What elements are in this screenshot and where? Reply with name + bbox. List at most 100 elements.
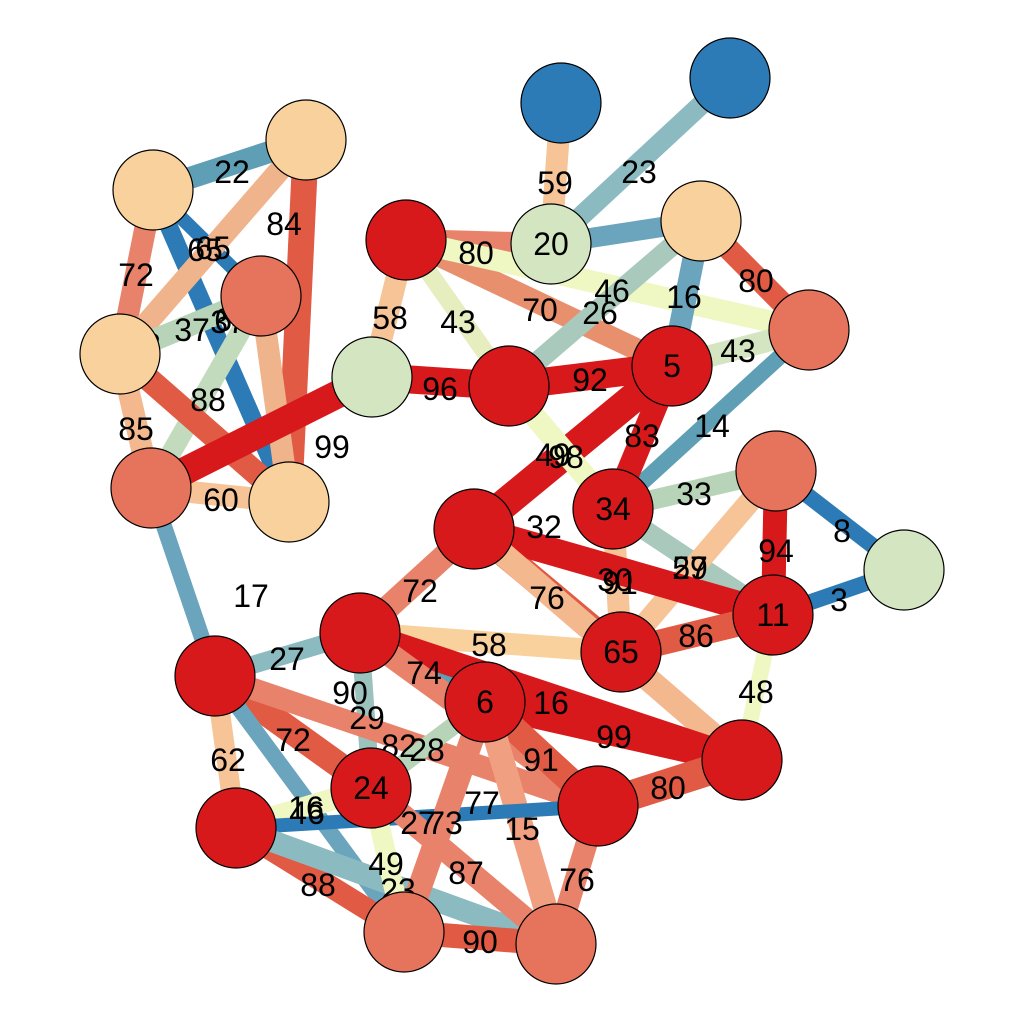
node-n14	[660, 180, 742, 262]
edge-label-layer: 2272365658437376488856099175923802058437…	[118, 154, 851, 960]
edge-weight-label: 80	[458, 235, 494, 271]
node-n5	[265, 99, 347, 181]
edge-weight-label: 49	[535, 437, 571, 473]
node-n8	[110, 447, 192, 529]
edge-weight-label: 26	[582, 295, 618, 331]
node-n11	[331, 336, 413, 418]
node-n21: 65	[580, 611, 662, 693]
node-layer: 20 5 34 11 65 6 24	[79, 37, 945, 985]
node-n20: 11	[732, 574, 814, 656]
edge-weight-label: 57	[672, 550, 708, 586]
edge-weight-label: 92	[572, 362, 608, 398]
edge-weight-label: 94	[758, 533, 794, 569]
edge-weight-label: 76	[559, 862, 595, 898]
node-circle	[433, 488, 515, 570]
edge-weight-label: 86	[678, 618, 714, 654]
node-n29	[363, 891, 445, 973]
edge-weight-label: 14	[694, 408, 730, 444]
node-n13: 5	[631, 325, 713, 407]
edge-weight-label: 32	[526, 509, 562, 545]
node-circle	[689, 37, 771, 119]
node-circle	[701, 719, 783, 801]
node-circle	[265, 99, 347, 181]
node-label: 11	[756, 597, 789, 633]
node-n30	[515, 903, 597, 985]
node-n7	[79, 313, 161, 395]
edge-weight-label: 96	[422, 371, 458, 407]
node-circle	[768, 289, 850, 371]
node-n23	[319, 592, 401, 674]
edge-weight-label: 37	[174, 312, 210, 348]
edge-weight-label: 16	[666, 279, 702, 315]
node-n6	[220, 255, 302, 337]
node-circle	[248, 461, 330, 543]
edge-n11-n8	[144, 364, 379, 501]
edge-weight-label: 27	[269, 641, 305, 677]
edge-weight-label: 84	[266, 206, 302, 242]
node-label: 65	[603, 634, 639, 670]
node-n9	[248, 461, 330, 543]
node-circle	[79, 313, 161, 395]
edge-weight-label: 28	[409, 732, 445, 768]
node-circle	[112, 149, 194, 231]
edge-weight-label: 99	[314, 429, 350, 465]
node-n18	[735, 430, 817, 512]
edge-weight-label: 58	[372, 300, 408, 336]
edge-weight-label: 85	[118, 411, 154, 447]
node-circle	[735, 430, 817, 512]
edge-n15-n16	[607, 324, 815, 515]
node-circle	[572, 468, 654, 550]
node-circle	[174, 635, 256, 717]
edge-weight-label: 22	[214, 154, 250, 190]
node-label: 20	[533, 226, 569, 262]
edge-weight-label: 98	[548, 439, 584, 475]
node-n17	[433, 488, 515, 570]
node-circle	[520, 62, 602, 144]
edge-weight-label: 88	[190, 382, 226, 418]
node-circle	[510, 203, 592, 285]
edge-weight-label: 16	[288, 790, 324, 826]
edge-n14-n12	[502, 213, 708, 394]
node-circle	[319, 592, 401, 674]
node-n12	[468, 345, 550, 427]
node-circle	[515, 903, 597, 985]
edge-n10-n15	[403, 229, 812, 341]
edge-n22-n28	[211, 665, 602, 817]
node-circle	[365, 199, 447, 281]
node-label: 5	[663, 348, 681, 384]
node-circle	[220, 255, 302, 337]
node-circle	[331, 336, 413, 418]
edge-weight-label: 72	[402, 573, 438, 609]
node-n15	[768, 289, 850, 371]
edge-weight-label: 76	[529, 580, 565, 616]
edge-weight-label: 46	[289, 795, 325, 831]
node-n10	[365, 199, 447, 281]
edge-n17-n20	[470, 515, 777, 629]
node-n27	[195, 787, 277, 869]
node-n24: 6	[444, 661, 526, 743]
node-n4	[112, 149, 194, 231]
edge-weight-label: 72	[275, 722, 311, 758]
edge-weight-label: 59	[537, 165, 573, 201]
edge-weight-label: 72	[118, 257, 154, 293]
edge-weight-label: 77	[464, 785, 500, 821]
edge-weight-label: 46	[594, 273, 630, 309]
edge-weight-label: 15	[504, 811, 540, 847]
node-n19	[863, 529, 945, 611]
edge-weight-label: 60	[203, 482, 239, 518]
edge-weight-label: 23	[621, 154, 657, 190]
node-circle	[732, 574, 814, 656]
edge-n23-n25	[355, 620, 747, 773]
node-n1	[520, 62, 602, 144]
node-n3: 20	[510, 203, 592, 285]
edge-weight-label: 43	[720, 333, 756, 369]
edge-weight-label: 65	[187, 232, 223, 268]
edge-weight-label: 49	[368, 846, 404, 882]
edge-weight-label: 33	[676, 476, 712, 512]
edge-weight-label: 16	[533, 685, 569, 721]
node-n16: 34	[572, 468, 654, 550]
edge-weight-label: 90	[462, 924, 498, 960]
edge-weight-label: 99	[596, 719, 632, 755]
node-n22	[174, 635, 256, 717]
edge-weight-label: 43	[440, 304, 476, 340]
